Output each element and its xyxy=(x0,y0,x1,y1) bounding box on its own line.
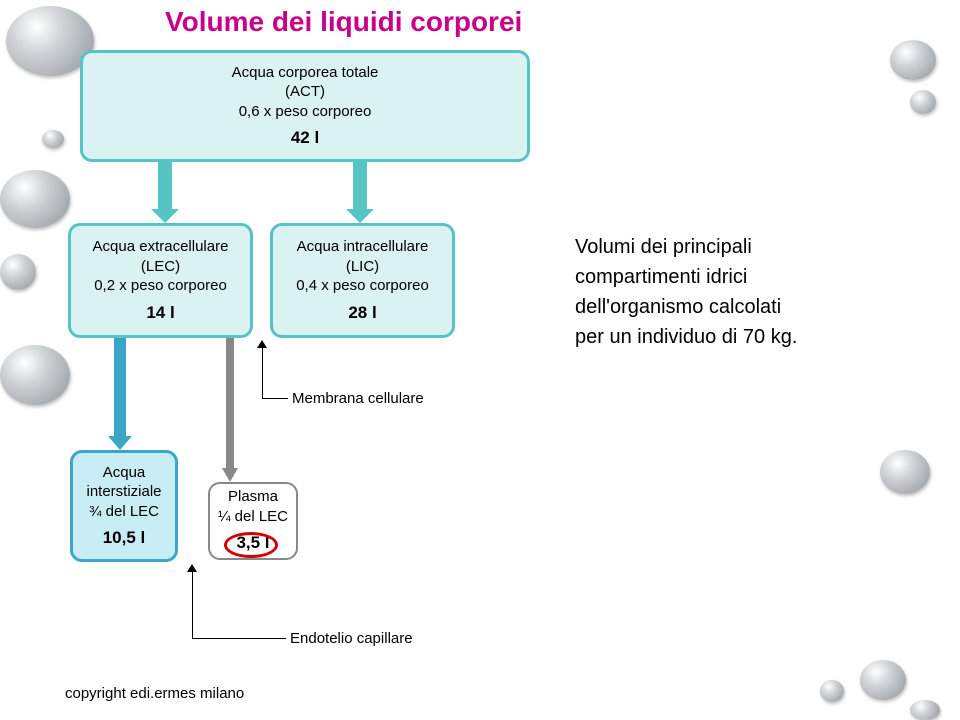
label-membrana: Membrana cellulare xyxy=(292,390,424,407)
plasma-highlight-ellipse xyxy=(224,532,278,558)
copyright-text: copyright edi.ermes milano xyxy=(65,685,244,702)
pointer-endotelio xyxy=(0,0,960,720)
label-endotelio: Endotelio capillare xyxy=(290,630,413,647)
